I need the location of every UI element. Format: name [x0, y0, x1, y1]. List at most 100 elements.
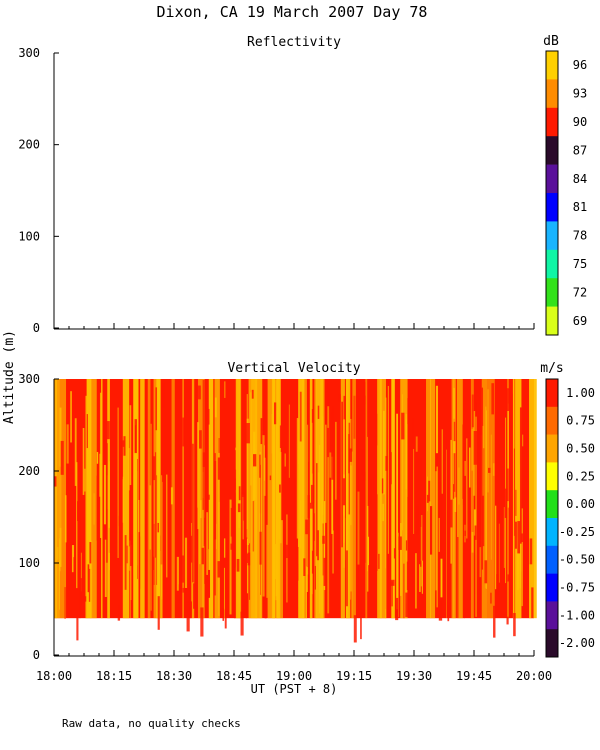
velocity-patch — [82, 596, 87, 602]
velocity-streak — [296, 418, 298, 539]
velocity-streak — [429, 506, 433, 555]
velocity-patch — [422, 388, 425, 402]
velocity-patch — [157, 522, 160, 533]
velocity-patch — [311, 409, 314, 423]
velocity-patch — [484, 560, 488, 584]
velocity-patch — [462, 487, 466, 505]
velocity-patch — [294, 538, 297, 564]
velocity-patch — [189, 532, 192, 563]
velocity-column — [470, 379, 474, 619]
velocity-streak — [471, 428, 473, 471]
velocity-streak — [368, 536, 370, 566]
velocity-patch — [418, 604, 421, 615]
velocity-patch — [449, 499, 453, 528]
velocity-streak — [332, 530, 334, 574]
reflectivity-colorbar-label: 93 — [573, 87, 587, 101]
velocity-streak — [419, 564, 421, 592]
velocity-streak — [249, 392, 252, 486]
velocity-streak — [208, 569, 211, 598]
velocity-column — [147, 379, 151, 619]
velocity-patch — [202, 452, 207, 467]
velocity-patch — [385, 455, 388, 471]
velocity-patch — [247, 552, 251, 566]
velocity-streak — [444, 564, 446, 605]
velocity-streak — [170, 487, 173, 505]
velocity-column — [512, 379, 515, 619]
velocity-streak — [314, 513, 315, 541]
velocity-streak — [73, 557, 75, 574]
vertical-velocity-colorbar-unit: m/s — [540, 361, 563, 376]
velocity-patch — [182, 417, 186, 447]
reflectivity-colorbar-label: 90 — [573, 115, 587, 129]
velocity-patch — [106, 421, 110, 440]
velocity-column — [515, 379, 522, 619]
velocity-patch — [343, 395, 346, 420]
velocity-streak — [176, 556, 179, 591]
vertical-velocity-x-tick-label: 18:45 — [216, 669, 252, 683]
velocity-streak — [382, 503, 384, 522]
velocity-streak — [486, 410, 487, 590]
velocity-streak — [383, 410, 385, 495]
velocity-streak — [70, 391, 72, 443]
velocity-patch — [224, 609, 227, 629]
velocity-patch — [178, 584, 181, 603]
reflectivity-colorbar-label: 87 — [573, 143, 587, 157]
x-axis-label: UT (PST + 8) — [251, 682, 338, 696]
velocity-streak — [276, 479, 278, 618]
velocity-patch — [517, 521, 521, 554]
vertical-velocity-y-tick-label: 100 — [18, 556, 40, 570]
velocity-streak — [403, 563, 405, 619]
velocity-patch — [310, 484, 315, 504]
velocity-patch — [182, 587, 184, 593]
velocity-patch — [342, 478, 346, 506]
velocity-streak — [79, 557, 81, 575]
velocity-streak — [297, 418, 299, 565]
velocity-patch — [64, 587, 66, 619]
reflectivity-colorbar-swatch — [546, 79, 558, 109]
footnote: Raw data, no quality checks — [62, 717, 241, 730]
reflectivity-title: Reflectivity — [247, 35, 341, 50]
velocity-patch — [348, 448, 353, 462]
vertical-velocity-colorbar-swatch — [546, 518, 558, 547]
velocity-patch — [180, 555, 185, 583]
velocity-streak — [468, 510, 471, 601]
velocity-patch — [237, 503, 241, 513]
velocity-streak — [87, 564, 90, 593]
reflectivity-colorbar-swatch — [546, 221, 558, 251]
vertical-velocity-colorbar-swatch — [546, 379, 558, 408]
velocity-streak — [74, 418, 77, 486]
velocity-patch — [360, 611, 362, 640]
velocity-patch — [311, 550, 314, 574]
velocity-streak — [133, 475, 135, 576]
velocity-patch — [506, 388, 510, 411]
velocity-patch — [393, 548, 396, 559]
velocity-patch — [118, 515, 120, 527]
velocity-patch — [264, 614, 267, 619]
velocity-streak — [127, 448, 130, 491]
velocity-streak — [76, 462, 78, 589]
velocity-streak — [321, 416, 324, 516]
velocity-streak — [305, 566, 307, 619]
velocity-streak — [200, 500, 202, 519]
velocity-streak — [129, 540, 131, 619]
velocity-column — [365, 379, 368, 619]
velocity-streak — [235, 447, 237, 470]
velocity-patch — [391, 579, 395, 586]
velocity-patch — [251, 389, 254, 399]
reflectivity-colorbar-label: 72 — [573, 285, 587, 299]
vertical-velocity-colorbar-label: 0.25 — [566, 469, 595, 483]
velocity-patch — [226, 578, 230, 604]
velocity-streak — [234, 450, 236, 490]
velocity-streak — [426, 476, 428, 512]
velocity-streak — [284, 529, 286, 555]
velocity-streak — [331, 456, 334, 534]
velocity-streak — [454, 497, 457, 512]
velocity-streak — [223, 567, 225, 619]
reflectivity-y-tick-label: 0 — [33, 321, 40, 335]
vertical-velocity-x-tick-label: 19:45 — [456, 669, 492, 683]
vertical-velocity-y-tick-label: 200 — [18, 464, 40, 478]
reflectivity-colorbar-label: 96 — [573, 58, 587, 72]
velocity-streak — [134, 481, 136, 543]
velocity-streak — [153, 523, 155, 585]
